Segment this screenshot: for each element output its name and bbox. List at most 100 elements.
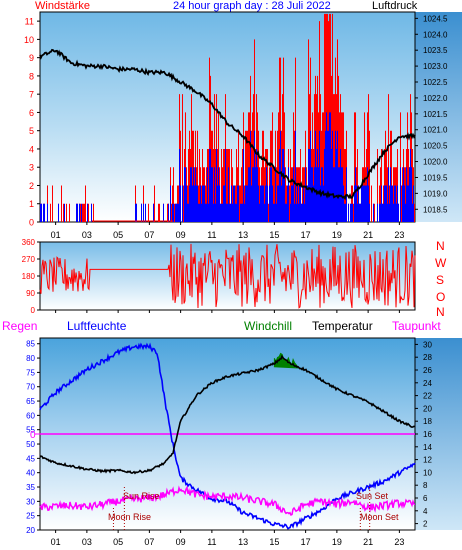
p1-right-tick-label: 1022.0 <box>423 94 448 103</box>
p1-left-tick-label: 1 <box>29 199 34 209</box>
p1-left-tick-label: 3 <box>29 163 34 173</box>
luftfeuchte-label: Luftfeuchte <box>67 319 127 333</box>
p1-right-tick-label: 1021.5 <box>423 110 448 119</box>
moon-rise-label: Moon Rise <box>108 512 151 522</box>
p3-left-tick-label: 20 <box>26 526 35 535</box>
p3-left-tick-label: 35 <box>26 483 35 492</box>
p3-left-tick-label: 40 <box>26 469 35 478</box>
p3-left-tick-label: 85 <box>26 340 35 349</box>
wind-pressure-layer <box>39 13 416 222</box>
p3-left-tick-label: 30 <box>26 497 35 506</box>
dewpoint-line <box>39 485 416 517</box>
pressure-line <box>39 48 416 201</box>
p1-right-tick-label: 1020.0 <box>423 158 448 167</box>
p3-left-tick-label: 80 <box>26 354 35 363</box>
x-tick-label: 05 <box>113 537 123 547</box>
p3-left-tick-label: 75 <box>26 368 35 377</box>
x-tick-label: 09 <box>176 230 186 240</box>
p3-left-tick-label: 25 <box>26 512 35 521</box>
p3-right-tick-label: 8 <box>423 481 428 490</box>
p1-right-tick-label: 1024.5 <box>423 14 448 23</box>
panel1-right-axis-bg <box>415 12 462 222</box>
p1-left-tick-label: 9 <box>29 53 34 63</box>
p1-left-tick-label: 4 <box>29 144 34 154</box>
x-tick-label: 07 <box>144 537 154 547</box>
x-tick-label: 09 <box>176 537 186 547</box>
p3-left-tick-label: 55 <box>26 426 35 435</box>
p3-right-tick-label: 12 <box>423 456 432 465</box>
p1-left-tick-label: 11 <box>25 17 34 27</box>
x-tick-label: 17 <box>301 230 311 240</box>
rain-zero-label: 0 <box>30 430 36 441</box>
x-tick-label: 15 <box>269 537 279 547</box>
x-tick-label: 11 <box>207 230 216 240</box>
p3-right-tick-label: 24 <box>423 379 432 388</box>
p2-left-tick-label: 0 <box>31 306 36 315</box>
compass-o: O <box>436 290 445 304</box>
p1-right-tick-label: 1023.5 <box>423 46 448 55</box>
p1-right-tick-label: 1023.0 <box>423 62 448 71</box>
p3-right-tick-label: 26 <box>423 366 432 375</box>
x-tick-label: 23 <box>394 230 404 240</box>
p2-left-tick-label: 360 <box>22 238 36 247</box>
x-tick-label: 07 <box>144 230 154 240</box>
sun-set-label: Sun Set <box>356 491 389 501</box>
p1-left-tick-label: 6 <box>29 108 34 118</box>
moon-set-label: Moon Set <box>360 512 399 522</box>
p1-left-tick-label: 2 <box>29 181 34 191</box>
p2-left-tick-label: 180 <box>22 272 36 281</box>
x-tick-label: 19 <box>332 230 342 240</box>
compass-n-top: N <box>436 239 445 253</box>
x-tick-label: 13 <box>238 230 248 240</box>
windchill-label: Windchill <box>244 319 293 333</box>
x-tick-label: 03 <box>82 230 92 240</box>
compass-w: W <box>435 256 447 270</box>
p3-right-tick-label: 30 <box>423 340 432 349</box>
windstaerke-label: Windstärke <box>35 0 91 12</box>
luftdruck-label: Luftdruck <box>372 0 418 12</box>
x-tick-label: 21 <box>363 537 373 547</box>
p3-right-tick-label: 28 <box>423 353 432 362</box>
x-tick-label: 15 <box>269 230 279 240</box>
p1-right-tick-label: 1020.5 <box>423 142 448 151</box>
taupunkt-label: Taupunkt <box>392 319 441 333</box>
axes-layer: 012345678910111018.51019.01019.51020.010… <box>22 14 448 547</box>
graph-title: 24 hour graph day : 28 Juli 2022 <box>173 0 331 12</box>
x-tick-label: 11 <box>207 537 216 547</box>
compass-s: S <box>436 273 444 287</box>
temp-humidity-layer <box>35 342 416 530</box>
p1-right-tick-label: 1018.5 <box>423 205 448 214</box>
p3-right-tick-label: 2 <box>423 520 428 529</box>
wind-direction-line <box>39 243 416 309</box>
x-tick-label: 23 <box>394 537 404 547</box>
p3-right-tick-label: 10 <box>423 468 432 477</box>
humidity-line <box>39 342 416 530</box>
p3-right-tick-label: 20 <box>423 404 432 413</box>
panel3-right-axis-bg <box>415 338 462 530</box>
p2-left-tick-label: 270 <box>22 255 36 264</box>
compass-n-bottom: N <box>436 305 445 319</box>
p3-right-tick-label: 14 <box>423 443 432 452</box>
temperature-line <box>39 354 416 475</box>
regen-label: Regen <box>2 319 38 333</box>
p1-left-tick-label: 0 <box>29 218 34 228</box>
p3-left-tick-label: 60 <box>26 411 35 420</box>
p3-left-tick-label: 50 <box>26 440 35 449</box>
x-tick-label: 05 <box>113 230 123 240</box>
p3-left-tick-label: 65 <box>26 397 35 406</box>
wind-direction-layer <box>39 243 416 309</box>
p3-right-tick-label: 18 <box>423 417 432 426</box>
p3-left-tick-label: 45 <box>26 454 35 463</box>
x-tick-label: 01 <box>51 537 61 547</box>
p3-right-tick-label: 4 <box>423 507 428 516</box>
x-tick-label: 21 <box>363 230 373 240</box>
x-tick-label: 13 <box>238 537 248 547</box>
p1-left-tick-label: 7 <box>29 90 34 100</box>
p1-right-tick-label: 1019.0 <box>423 189 448 198</box>
x-tick-label: 17 <box>301 537 311 547</box>
x-tick-label: 19 <box>332 537 342 547</box>
x-tick-label: 03 <box>82 537 92 547</box>
p1-right-tick-label: 1021.0 <box>423 126 448 135</box>
